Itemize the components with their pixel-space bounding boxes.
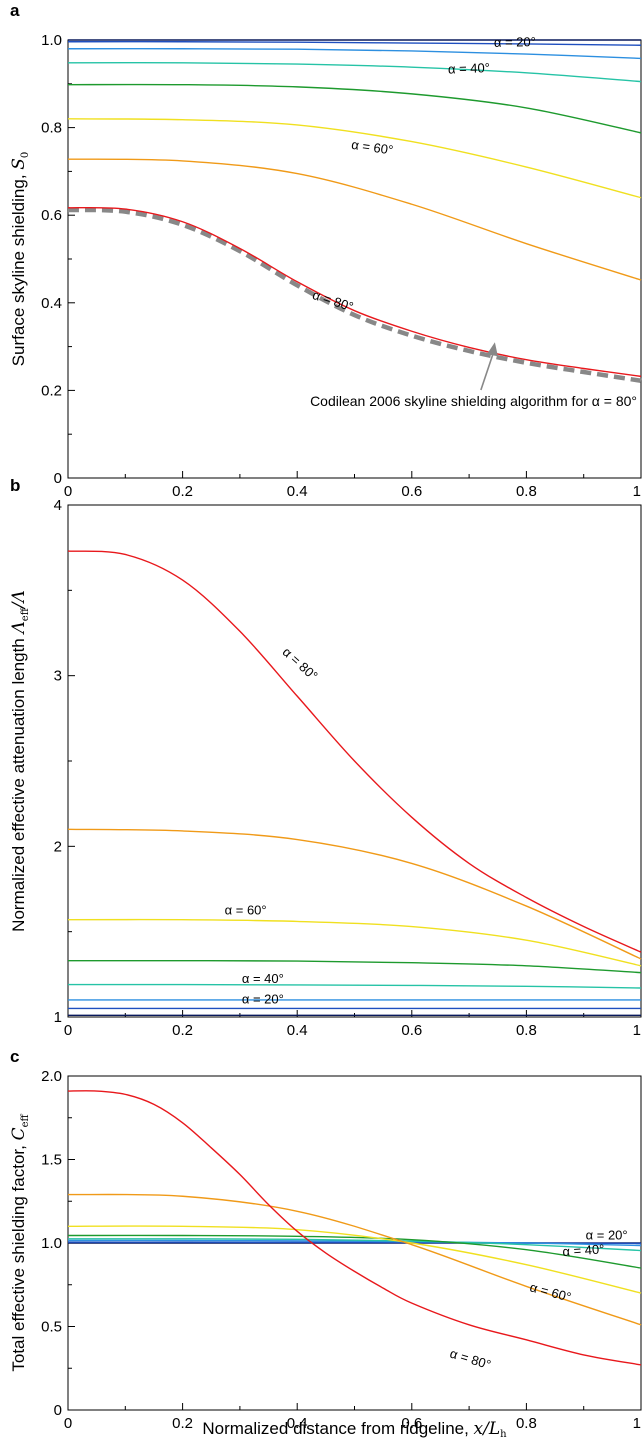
series-line-codilean <box>67 207 642 383</box>
x-tick-label: 1 <box>633 1415 641 1432</box>
annotation-arrow-shaft <box>480 353 494 391</box>
annotation-text: Codilean 2006 skyline shielding algorith… <box>310 393 637 409</box>
x-tick-label: 0.8 <box>516 1415 537 1432</box>
y-tick-label: 3 <box>54 668 62 685</box>
x-tick-label: 0.4 <box>287 483 308 500</box>
series-line-6 <box>67 1225 642 1294</box>
series-line-7 <box>67 828 642 960</box>
x-tick-label: 0 <box>64 483 72 500</box>
series-line-7 <box>67 1193 642 1326</box>
panel-letter-b: b <box>10 476 20 495</box>
y-tick-label: 0 <box>54 1402 62 1419</box>
y-tick-label: 0.4 <box>41 295 62 312</box>
y-tick-label: 2 <box>54 838 62 855</box>
x-tick-label: 0.2 <box>172 1415 193 1432</box>
curve-label: α = 40° <box>562 1241 605 1259</box>
y-tick-label: 1.0 <box>41 1235 62 1252</box>
y-tick-label: 1 <box>54 1009 62 1026</box>
annotation-arrow-head <box>486 342 498 357</box>
series-line-4 <box>67 61 642 83</box>
curve-label: α = 60° <box>350 137 394 158</box>
x-axis-label: Normalized distance from ridgeline, x/Lh <box>202 1419 507 1440</box>
series-line-8 <box>67 206 642 378</box>
y-axis-label: Total effective shielding factor, Ceff <box>9 1113 31 1371</box>
series-line-3 <box>67 48 642 60</box>
y-tick-label: 0.8 <box>41 120 62 137</box>
x-tick-label: 0 <box>64 1022 72 1039</box>
x-tick-label: 0.8 <box>516 483 537 500</box>
curve-label: α = 20° <box>586 1228 628 1243</box>
x-tick-label: 0.8 <box>516 1022 537 1039</box>
x-tick-label: 0.2 <box>172 483 193 500</box>
y-tick-label: 0 <box>54 470 62 487</box>
x-tick-label: 0.4 <box>287 1415 308 1432</box>
series-line-7 <box>67 158 642 281</box>
x-tick-label: 0.4 <box>287 1022 308 1039</box>
y-tick-label: 0.2 <box>41 382 62 399</box>
series-line-5 <box>67 959 642 974</box>
curve-label: α = 60° <box>225 903 267 918</box>
y-tick-label: 4 <box>54 497 62 514</box>
curve-label: α = 80° <box>311 287 356 314</box>
y-tick-label: 1.0 <box>41 32 62 49</box>
plot-frame <box>67 39 642 479</box>
x-tick-label: 0 <box>64 1415 72 1432</box>
x-tick-label: 0.6 <box>401 1415 422 1432</box>
panel-b: b 0 0.2 0.4 0.6 0.8 1 1 2 3 4 α = 80° α = 60° α = 40°… <box>9 476 642 1039</box>
y-axis-label: Surface skyline shielding, S0 <box>9 152 31 367</box>
series-line-8 <box>67 1090 642 1366</box>
y-tick-label: 1.5 <box>41 1152 62 1169</box>
x-tick-label: 0.2 <box>172 1022 193 1039</box>
x-tick-label: 0.6 <box>401 1022 422 1039</box>
series-line-5 <box>67 1234 642 1269</box>
y-tick-label: 0.6 <box>41 207 62 224</box>
series-line-5 <box>67 83 642 134</box>
panel-c: c 0 0.2 0.4 0.6 0.8 1 0 0.5 1.0 1.5 2.0 α = 20°α = 4… <box>9 1047 642 1440</box>
curve-label: α = 80° <box>448 1346 493 1373</box>
series-line-6 <box>67 918 642 967</box>
curve-label: α = 40° <box>448 60 490 76</box>
x-tick-label: 1 <box>633 1022 641 1039</box>
curve-label: α = 20° <box>242 991 284 1006</box>
panel-letter-a: a <box>10 1 20 20</box>
y-axis-label: Normalized effective attenuation length … <box>9 590 31 932</box>
curve-label: α = 60° <box>528 1279 572 1304</box>
series-line-3 <box>67 1239 642 1247</box>
y-tick-label: 2.0 <box>41 1068 62 1085</box>
x-tick-label: 1 <box>633 483 641 500</box>
series-line-6 <box>67 118 642 199</box>
curve-label: α = 40° <box>242 971 284 986</box>
x-tick-label: 0.6 <box>401 483 422 500</box>
curve-label: α = 80° <box>280 644 321 683</box>
panel-a: a0 0.2 0.4 0.6 0.8 100.20.40.60.81.0 α = 20°α … <box>9 1 642 500</box>
series-line-4 <box>67 983 642 989</box>
curve-label: α = 20° <box>494 34 536 50</box>
series-line-4 <box>67 1238 642 1252</box>
panel-letter-c: c <box>10 1047 19 1066</box>
series-line-8 <box>67 550 642 953</box>
series-line-2 <box>67 41 642 46</box>
y-tick-label: 0.5 <box>41 1319 62 1336</box>
